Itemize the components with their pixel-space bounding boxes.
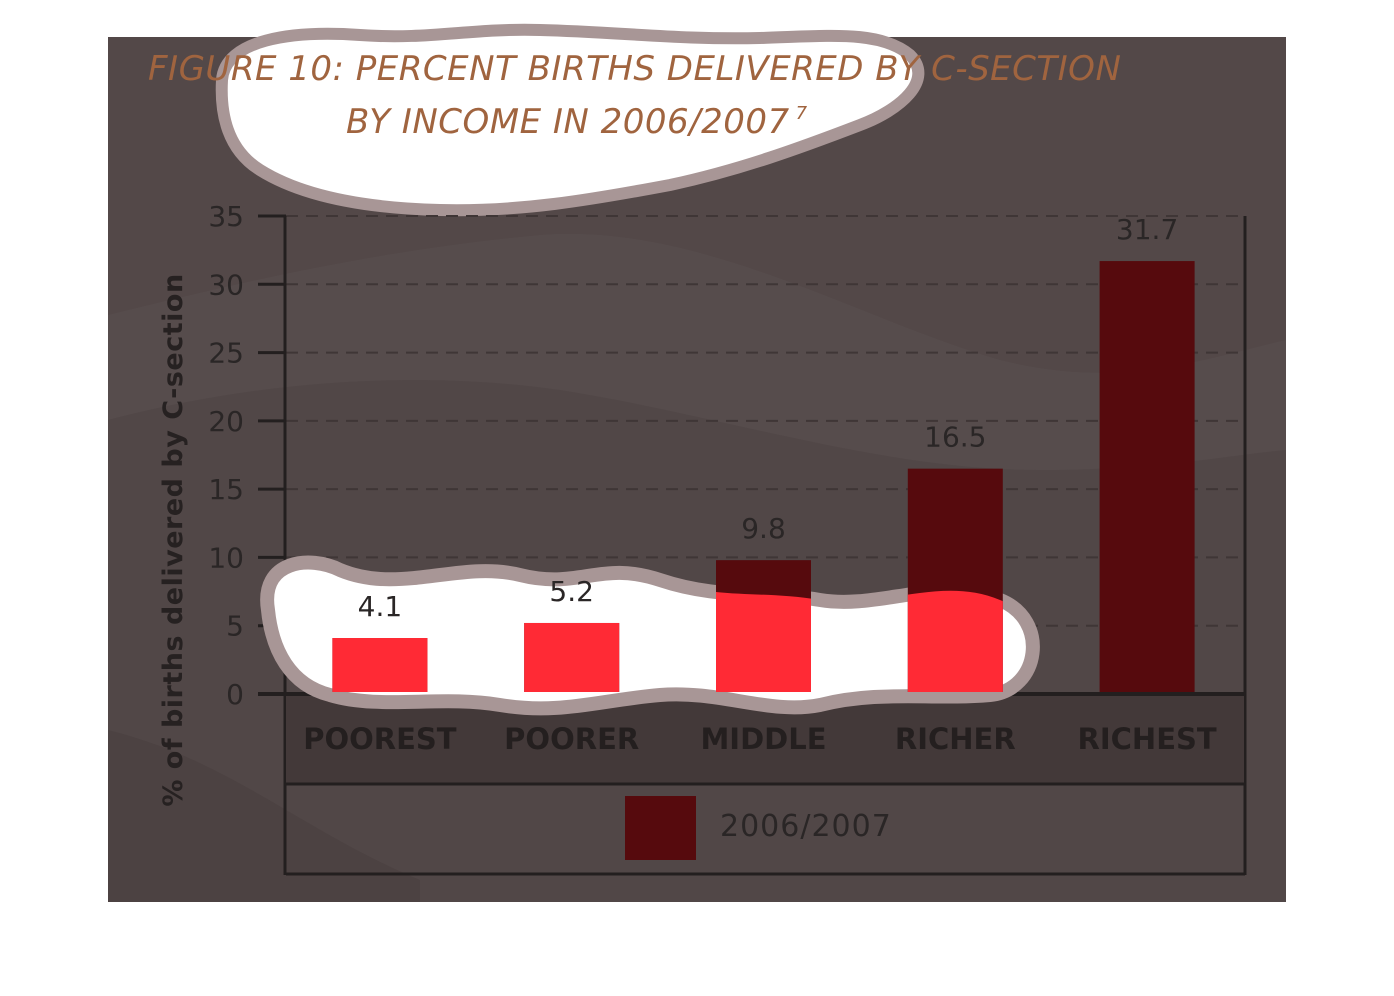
bar-value-label: 31.7 [1116, 213, 1178, 246]
category-label: POORER [504, 722, 639, 756]
category-label: POOREST [303, 722, 457, 756]
y-axis-label: % of births delivered by C-section [158, 273, 189, 806]
y-tick-label: 0 [226, 678, 244, 711]
value-labels: 4.1 5.2 9.8 16.5 31.7 [358, 213, 1179, 623]
bar-value-label: 4.1 [358, 590, 403, 623]
legend-swatch [625, 796, 696, 860]
y-tick-label: 30 [208, 268, 244, 301]
legend-label: 2006/2007 [720, 809, 892, 844]
chart-title-line2-text: BY INCOME IN 2006/2007 [346, 102, 790, 142]
category-labels: POOREST POORER MIDDLE RICHER RICHEST [303, 722, 1217, 756]
y-tick-label: 35 [208, 200, 244, 233]
category-label: RICHEST [1078, 722, 1217, 756]
chart-title-line2: BY INCOME IN 2006/2007 7 [346, 102, 808, 142]
y-tick-label: 25 [208, 337, 244, 370]
bar-value-label: 16.5 [924, 421, 986, 454]
category-label: MIDDLE [700, 722, 826, 756]
y-tick-label: 15 [208, 473, 244, 506]
bar-value-label: 9.8 [741, 512, 786, 545]
title-footnote-superscript: 7 [796, 103, 808, 124]
bar [1099, 261, 1195, 692]
y-tick-label: 10 [208, 541, 244, 574]
bar-highlight [332, 638, 428, 692]
y-tick-label: 5 [226, 610, 244, 643]
category-label: RICHER [895, 722, 1016, 756]
chart-title-line1: FIGURE 10: PERCENT BIRTHS DELIVERED BY C… [148, 49, 1121, 89]
highlight-blob [260, 555, 1040, 716]
bar-value-label: 5.2 [549, 575, 594, 608]
bar-highlight [524, 622, 620, 692]
title-cloud [215, 23, 925, 217]
y-tick-label: 20 [208, 405, 244, 438]
